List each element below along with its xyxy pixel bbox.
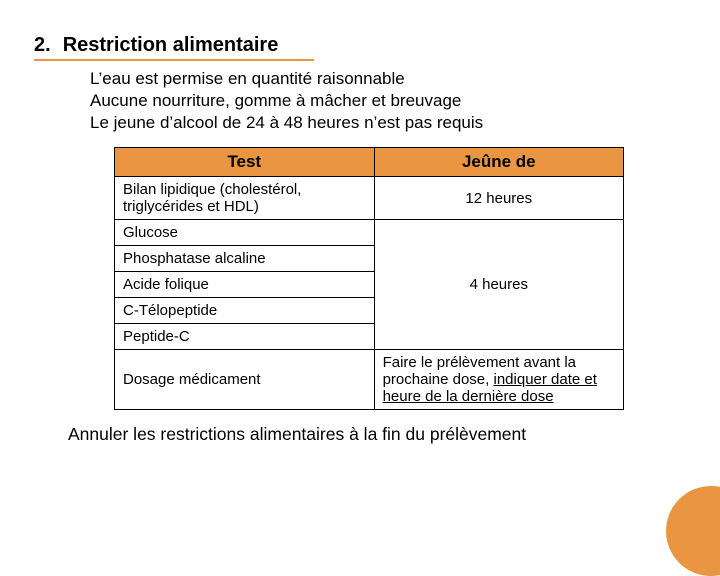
cell-test: Peptide-C bbox=[115, 324, 375, 350]
cell-value: 4 heures bbox=[374, 220, 623, 350]
cell-test: Phosphatase alcaline bbox=[115, 246, 375, 272]
cell-value: Faire le prélèvement avant la prochaine … bbox=[374, 350, 623, 410]
table-header-row: Test Jeûne de bbox=[115, 148, 624, 177]
cell-test: Glucose bbox=[115, 220, 375, 246]
table-row: Dosage médicamentFaire le prélèvement av… bbox=[115, 350, 624, 410]
corner-accent-circle bbox=[666, 486, 720, 576]
slide: 2. Restriction alimentaire L’eau est per… bbox=[0, 0, 720, 540]
table-row: Glucose4 heures bbox=[115, 220, 624, 246]
heading-number: 2. bbox=[34, 34, 51, 57]
cell-test: C-Télopeptide bbox=[115, 298, 375, 324]
footer-note: Annuler les restrictions alimentaires à … bbox=[68, 424, 678, 445]
underlined-text: indiquer date et heure de la dernière do… bbox=[383, 371, 597, 405]
col-header-test: Test bbox=[115, 148, 375, 177]
cell-test: Bilan lipidique (cholestérol, triglycéri… bbox=[115, 177, 375, 220]
fasting-table: Test Jeûne de Bilan lipidique (cholestér… bbox=[114, 147, 624, 410]
table-row: Bilan lipidique (cholestérol, triglycéri… bbox=[115, 177, 624, 220]
heading-text: Restriction alimentaire bbox=[63, 34, 279, 57]
col-header-value: Jeûne de bbox=[374, 148, 623, 177]
bullet-list: L’eau est permise en quantité raisonnabl… bbox=[90, 69, 678, 133]
bullet-item: Le jeune d’alcool de 24 à 48 heures n’es… bbox=[90, 113, 678, 133]
cell-test: Dosage médicament bbox=[115, 350, 375, 410]
cell-value: 12 heures bbox=[374, 177, 623, 220]
section-heading: 2. Restriction alimentaire bbox=[34, 34, 314, 61]
bullet-item: Aucune nourriture, gomme à mâcher et bre… bbox=[90, 91, 678, 111]
cell-test: Acide folique bbox=[115, 272, 375, 298]
bullet-item: L’eau est permise en quantité raisonnabl… bbox=[90, 69, 678, 89]
